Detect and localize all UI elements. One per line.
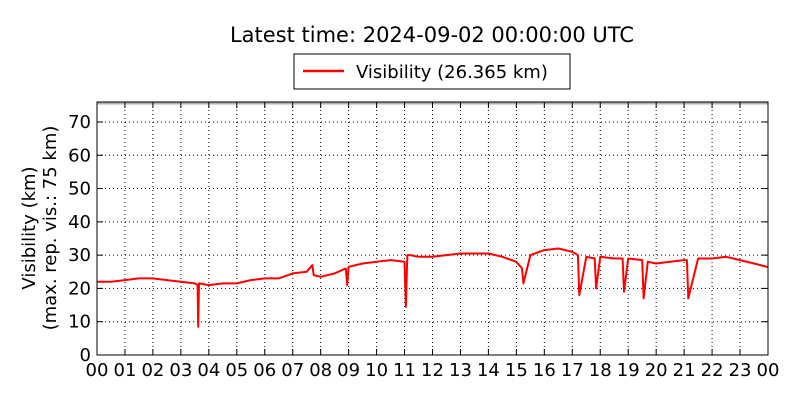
y-tick-label: 10 [68, 312, 91, 333]
x-tick-label: 20 [645, 360, 668, 381]
x-tick-label: 21 [673, 360, 696, 381]
x-tick-label: 07 [281, 360, 304, 381]
x-tick-label: 11 [393, 360, 416, 381]
x-axis: 00 01 02 03 04 05 06 07 08 09 10 11 12 13 14 15 16 17 18 19… [86, 102, 780, 381]
x-tick-label: 01 [114, 360, 137, 381]
x-tick-label: 14 [477, 360, 500, 381]
x-tick-label: 15 [505, 360, 528, 381]
visibility-line [97, 247, 769, 328]
y-tick-label: 50 [68, 179, 91, 200]
y-tick-label: 30 [68, 245, 91, 266]
x-tick-label: 10 [365, 360, 388, 381]
x-tick-label: 23 [729, 360, 752, 381]
y-tick-label: 60 [68, 145, 91, 166]
x-tick-label: 19 [617, 360, 640, 381]
x-tick-label: 04 [197, 360, 220, 381]
x-tick-label: 12 [421, 360, 444, 381]
x-tick-label: 16 [533, 360, 556, 381]
legend: Visibility (26.365 km) [293, 53, 571, 90]
y-tick-label: 70 [68, 112, 91, 133]
x-tick-label: 13 [449, 360, 472, 381]
y-tick-label: 40 [68, 212, 91, 233]
x-tick-label: 00 [757, 360, 780, 381]
x-tick-label: 02 [141, 360, 164, 381]
series-layer [97, 247, 769, 328]
x-tick-label: 17 [561, 360, 584, 381]
x-tick-label: 00 [86, 360, 109, 381]
x-tick-label: 18 [589, 360, 612, 381]
x-tick-label: 08 [309, 360, 332, 381]
x-tick-label: 22 [701, 360, 724, 381]
y-tick-label: 0 [80, 345, 91, 366]
y-tick-label: 20 [68, 278, 91, 299]
x-tick-label: 09 [337, 360, 360, 381]
x-tick-label: 05 [225, 360, 248, 381]
y-axis-sublabel: (max. rep. vis.: 75 km) [40, 126, 61, 331]
legend-label: Visibility (26.365 km) [356, 62, 548, 83]
y-axis-label: Visibility (km) [19, 166, 40, 289]
chart-title: Latest time: 2024-09-02 00:00:00 UTC [230, 23, 634, 47]
y-axis: 0 10 20 30 40 50 60 70 [68, 112, 768, 366]
x-tick-label: 03 [169, 360, 192, 381]
x-tick-label: 06 [253, 360, 276, 381]
